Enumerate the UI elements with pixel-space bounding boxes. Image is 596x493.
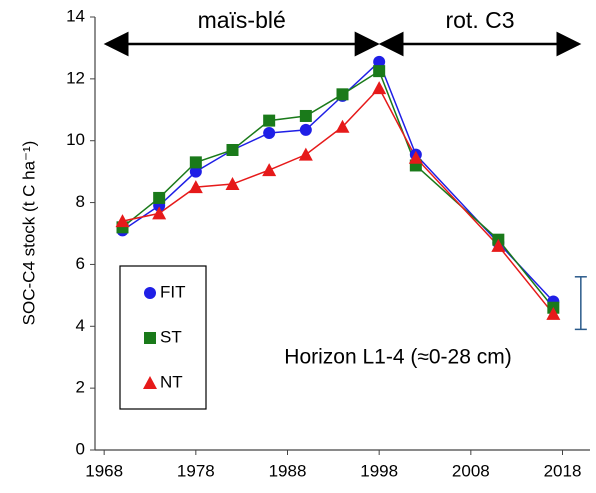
period-label: rot. C3: [445, 7, 514, 33]
data-point: [372, 81, 387, 95]
x-tick-label: 1968: [85, 461, 123, 480]
y-tick-label: 12: [66, 68, 85, 87]
data-point: [298, 147, 313, 161]
data-point: [188, 180, 203, 194]
x-tick-label: 1988: [269, 461, 307, 480]
annotation: Horizon L1-4 (≈0-28 cm): [284, 346, 511, 369]
data-point: [408, 150, 423, 164]
data-point: [373, 65, 386, 78]
y-axis-label: SOC-C4 stock (t C ha⁻¹): [19, 141, 38, 326]
data-point: [491, 238, 506, 252]
data-point: [262, 163, 277, 177]
y-tick-label: 6: [76, 254, 85, 273]
legend-marker: [143, 376, 157, 389]
data-point: [225, 177, 240, 191]
y-tick-label: 0: [76, 439, 85, 458]
data-point: [226, 143, 239, 156]
data-point: [299, 109, 312, 122]
data-point: [153, 191, 166, 204]
data-point: [335, 119, 350, 133]
data-point: [263, 114, 276, 127]
x-tick-label: 1998: [360, 461, 398, 480]
legend-marker: [144, 287, 156, 299]
y-tick-label: 8: [76, 192, 85, 211]
y-tick-label: 10: [66, 130, 85, 149]
legend-label: ST: [160, 327, 182, 346]
x-tick-label: 2008: [452, 461, 490, 480]
data-point: [189, 156, 202, 169]
legend-box: [119, 265, 207, 410]
y-tick-label: 4: [76, 316, 85, 335]
y-tick-label: 2: [76, 378, 85, 397]
data-point: [546, 306, 561, 320]
x-tick-label: 1978: [177, 461, 215, 480]
data-point: [263, 126, 276, 139]
data-point: [336, 88, 349, 101]
data-point: [152, 206, 167, 220]
data-point: [299, 123, 312, 136]
data-point: [189, 165, 202, 178]
data-point: [115, 214, 130, 228]
legend-label: NT: [160, 372, 183, 391]
legend-label: FIT: [160, 282, 186, 301]
x-tick-label: 2018: [544, 461, 582, 480]
legend-marker: [144, 332, 156, 344]
data-point: [373, 55, 386, 68]
y-tick-label: 14: [66, 6, 85, 25]
period-label: maïs-blé: [198, 7, 286, 33]
